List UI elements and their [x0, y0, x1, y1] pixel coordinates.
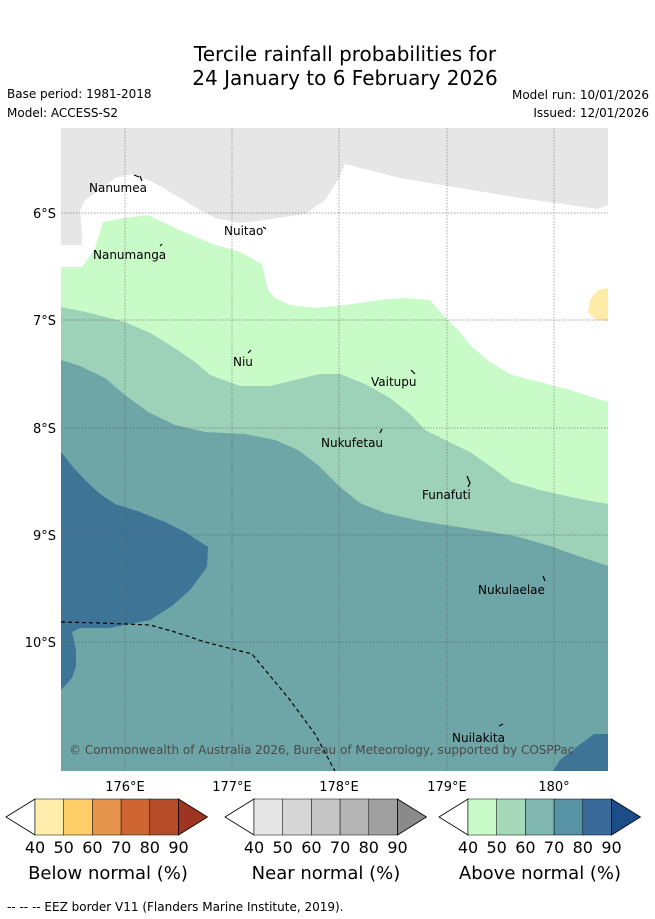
land-region: [61, 128, 608, 245]
legend-tick-label: 90: [168, 838, 189, 857]
legends: [5, 798, 642, 836]
map-title: Tercile rainfall probabilities for 24 Ja…: [0, 42, 655, 90]
lon-label: 179°E: [427, 780, 467, 795]
legend-swatch: [496, 798, 526, 836]
base-period: Base period: 1981-2018: [7, 87, 152, 101]
legend-tick-label: 50: [272, 838, 293, 857]
eez-footnote: -- -- -- EEZ border V11 (Flanders Marine…: [7, 900, 344, 914]
rainfall-map: Nanumea Nuitao Nanumanga Niu Vaitupu Nuk…: [25, 128, 608, 795]
gridlines: [61, 128, 608, 771]
title-line-1: Tercile rainfall probabilities for: [193, 42, 497, 66]
legend-swatch: [282, 798, 312, 836]
legend-extend-low: [224, 798, 255, 836]
lat-label: 10°S: [25, 636, 56, 651]
legend-swatch: [92, 798, 122, 836]
legend-tick-label: 80: [358, 838, 379, 857]
lat-label: 7°S: [33, 314, 56, 329]
legend-tick-label: 60: [301, 838, 322, 857]
legend-extend-high: [397, 798, 428, 836]
below-normal-40-zone: [588, 288, 608, 321]
legend-extend-high: [178, 798, 209, 836]
legend-tick-label: 40: [24, 838, 46, 857]
place-label: Nanumanga: [93, 248, 166, 262]
legend-extend-high: [611, 798, 642, 836]
lon-label: 176°E: [105, 780, 145, 795]
place-label: Nuitao: [224, 224, 263, 238]
legend-title-below: Below normal (%): [28, 863, 188, 884]
legend-swatch: [253, 798, 283, 836]
legend-swatch: [467, 798, 497, 836]
legend-tick-label: 90: [387, 838, 408, 857]
lon-label: 177°E: [212, 780, 252, 795]
legend-tick-label: 60: [515, 838, 536, 857]
legend-swatch: [339, 798, 370, 836]
model-name: Model: ACCESS-S2: [7, 106, 119, 120]
legend-tick-label: 90: [601, 838, 622, 857]
lat-label: 6°S: [33, 207, 56, 222]
legend-swatch: [311, 798, 341, 836]
legend-tick-label: 50: [486, 838, 507, 857]
place-label: Nukufetau: [321, 436, 383, 450]
legend-near-normal-bar: [224, 798, 428, 836]
legend-tick-label: 80: [572, 838, 593, 857]
legend-swatch: [582, 798, 612, 836]
legend-below-normal-bar: [5, 798, 209, 836]
legend-title-above: Above normal (%): [458, 863, 622, 884]
legend-swatch: [63, 798, 93, 836]
above-normal-60-zone: [61, 360, 608, 771]
model-run: Model run: 10/01/2026: [511, 88, 649, 102]
legend-extend-low: [5, 798, 36, 836]
title-line-2: 24 January to 6 February 2026: [192, 66, 498, 90]
legend-above-normal-bar: [438, 798, 642, 836]
place-label: Nanumea: [89, 181, 147, 195]
place-label: Vaitupu: [371, 375, 417, 389]
place-label: Niu: [233, 355, 253, 369]
legend-extend-low: [438, 798, 469, 836]
place-label: Nuilakita: [452, 731, 505, 745]
place-label: Funafuti: [422, 488, 471, 502]
lon-label: 180°: [538, 780, 569, 795]
legend-swatch: [34, 798, 64, 836]
above-normal-70-zone-se: [553, 734, 608, 771]
legend-swatch: [368, 798, 398, 836]
legend-swatch: [149, 798, 179, 836]
legend-tick-label: 70: [543, 838, 565, 857]
legend-tick-label: 60: [82, 838, 103, 857]
above-normal-70-zone: [61, 452, 208, 690]
legend-tick-label: 50: [53, 838, 74, 857]
legend-tick-label: 70: [110, 838, 132, 857]
legend-swatch: [553, 798, 584, 836]
legend-swatch: [120, 798, 151, 836]
copyright-text: © Commonwealth of Australia 2026, Bureau…: [69, 743, 574, 757]
lon-label: 178°E: [319, 780, 359, 795]
eez-border: [61, 621, 336, 771]
issued-date: Issued: 12/01/2026: [533, 106, 649, 120]
place-label: Nukulaelae: [478, 583, 545, 597]
legend-tick-label: 80: [139, 838, 160, 857]
legend-tick-label: 40: [457, 838, 479, 857]
legend-title-near: Near normal (%): [251, 863, 401, 884]
legend-tick-label: 40: [243, 838, 265, 857]
lat-label: 8°S: [33, 422, 56, 437]
legend-tick-label: 70: [329, 838, 351, 857]
legend-swatch: [525, 798, 555, 836]
island-markers: [133, 174, 546, 727]
lat-label: 9°S: [33, 529, 56, 544]
